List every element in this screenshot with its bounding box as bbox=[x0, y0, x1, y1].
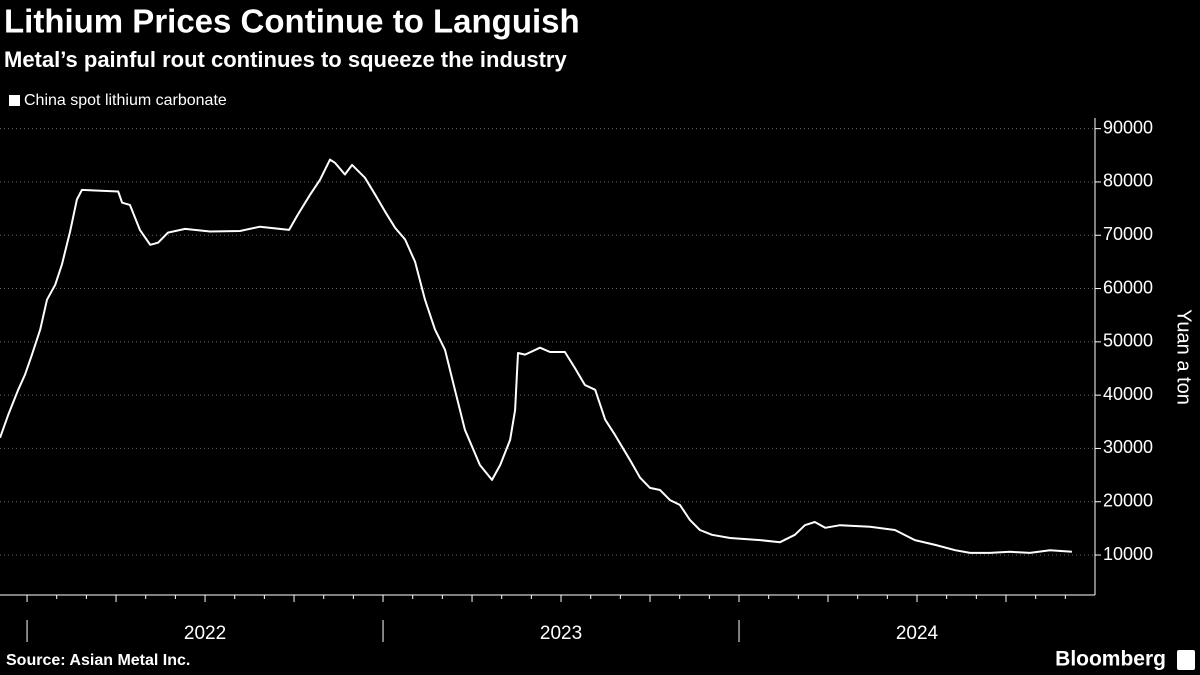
brand: Bloomberg bbox=[1055, 648, 1166, 671]
y-tick-label: 50000 bbox=[1103, 331, 1153, 351]
line-series bbox=[0, 158, 1072, 554]
y-tick-label: 80000 bbox=[1103, 171, 1153, 191]
chart-title: Lithium Prices Continue to Languish bbox=[4, 3, 580, 40]
y-tick-label: 60000 bbox=[1103, 277, 1153, 297]
y-tick-label: 90000 bbox=[1103, 117, 1153, 137]
x-tick-label: 2023 bbox=[540, 623, 582, 644]
y-tick-label: 40000 bbox=[1103, 384, 1153, 404]
x-tick-label: 2024 bbox=[896, 623, 939, 644]
brand-icon bbox=[1177, 650, 1195, 670]
y-tick-label: 70000 bbox=[1103, 224, 1153, 244]
legend-swatch bbox=[9, 95, 20, 106]
legend-label: China spot lithium carbonate bbox=[24, 92, 227, 109]
y-tick-label: 10000 bbox=[1103, 544, 1153, 564]
source: Source: Asian Metal Inc. bbox=[6, 652, 190, 669]
y-tick-label: 30000 bbox=[1103, 437, 1153, 457]
y-tick-label: 20000 bbox=[1103, 490, 1153, 510]
chart-subtitle: Metal’s painful rout continues to squeez… bbox=[4, 47, 567, 72]
x-tick-label: 2022 bbox=[184, 623, 226, 644]
y-axis-label: Yuan a ton bbox=[1173, 309, 1195, 405]
